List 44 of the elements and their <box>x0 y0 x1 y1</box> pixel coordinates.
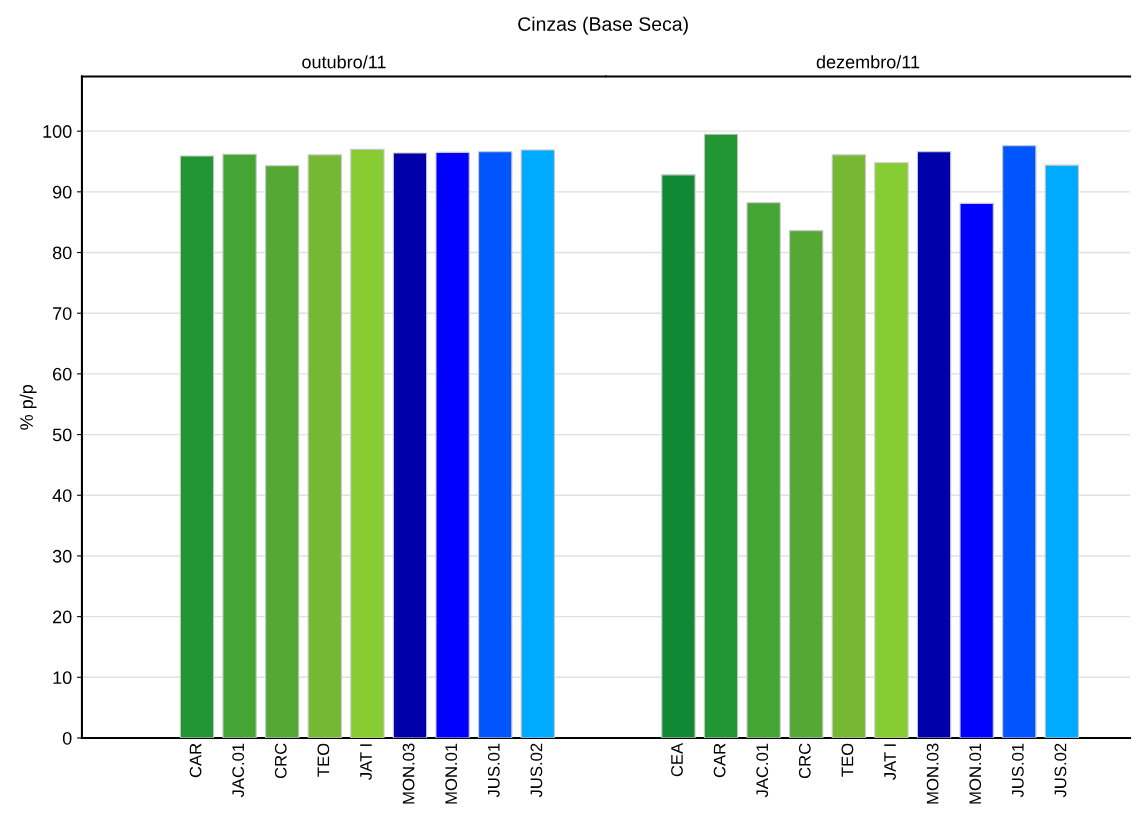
y-tick-label: 10 <box>53 671 72 685</box>
chart-title: outubro/11 <box>302 55 386 69</box>
x-tick-label: JAC.01 <box>232 743 245 798</box>
x-tick-label: JUS.01 <box>1011 743 1024 798</box>
bar <box>703 133 739 738</box>
bar <box>1044 164 1080 738</box>
bar <box>874 162 909 738</box>
y-tick-label: 90 <box>52 185 72 199</box>
bar <box>746 202 781 738</box>
bar <box>789 230 824 738</box>
x-tick-label: MON.01 <box>969 743 982 804</box>
y-tick-label: 40 <box>52 489 72 502</box>
y-tick-label: 30 <box>52 549 72 563</box>
x-tick-label: JAC.01 <box>756 743 769 798</box>
y-tick-label: 80 <box>52 246 72 260</box>
x-tick-label: CRC <box>798 743 811 779</box>
x-tick-label: MON.03 <box>926 743 939 804</box>
y-tick-label: 60 <box>53 367 72 381</box>
y-tick-label: 100 <box>43 125 72 138</box>
x-tick-label: CAR <box>189 743 202 778</box>
y-tick-label: 20 <box>53 610 72 624</box>
x-tick-label: JUS.01 <box>487 743 500 798</box>
x-tick-label: CRC <box>274 743 287 779</box>
y-tick-label: 50 <box>52 428 72 442</box>
bar <box>916 151 952 738</box>
x-tick-label: JAT I <box>360 744 372 780</box>
y-tick-label: 0 <box>62 731 72 745</box>
x-tick-label: TEO <box>317 743 330 777</box>
x-tick-label: JUS.02 <box>530 743 543 798</box>
text: Cinzas (Base Seca) <box>518 16 688 35</box>
x-tick-label: MON.01 <box>445 743 458 804</box>
bar <box>1002 145 1037 738</box>
bar <box>831 154 867 738</box>
bar <box>661 174 696 738</box>
x-tick-label: JUS.02 <box>1054 743 1067 798</box>
x-tick-label: CEA <box>671 742 683 777</box>
bar <box>959 202 994 738</box>
x-tick-label: MON.03 <box>402 743 415 804</box>
chart-title: dezembro/11 <box>816 55 920 69</box>
x-tick-label: JAT I <box>884 744 896 780</box>
x-tick-label: CAR <box>713 743 726 778</box>
y-axis-title: % p/p <box>19 384 37 430</box>
x-tick-label: TEO <box>841 743 854 777</box>
y-tick-label: 70 <box>53 307 72 320</box>
